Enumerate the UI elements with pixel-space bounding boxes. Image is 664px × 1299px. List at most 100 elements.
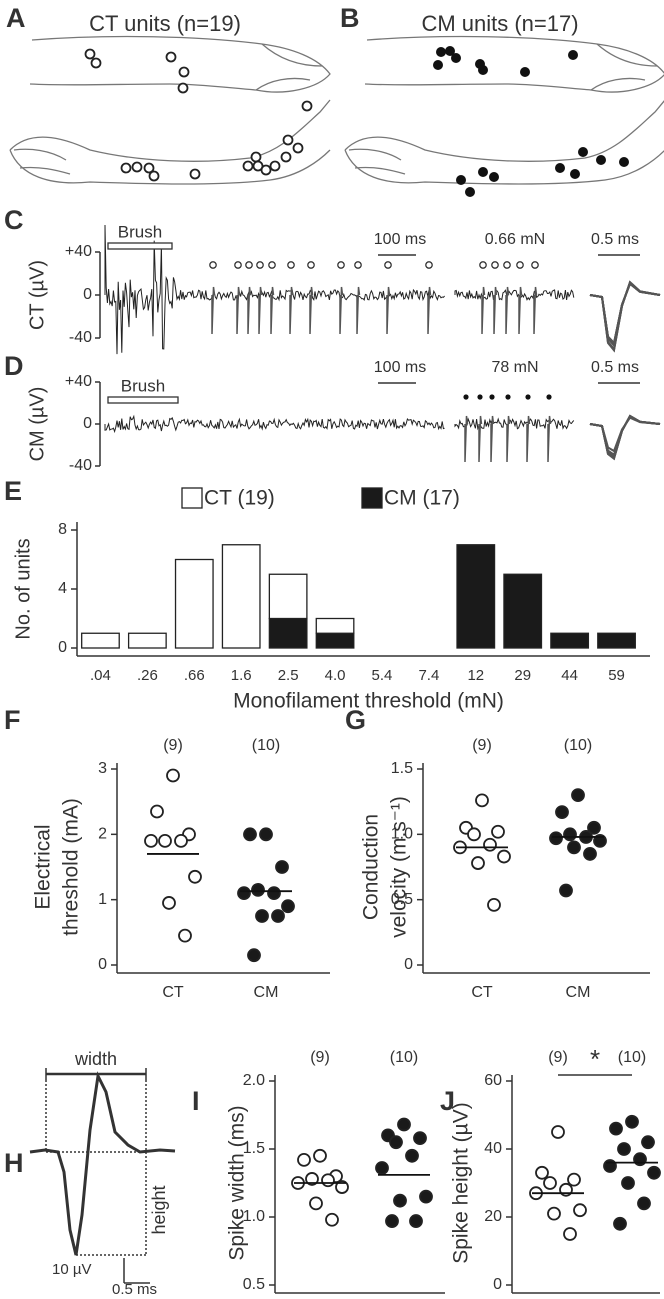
panel-letter: G [345, 705, 366, 735]
scale-label: 0.5 ms [112, 1281, 157, 1298]
spike [258, 286, 263, 335]
bar [550, 632, 590, 649]
spike-marker [425, 261, 433, 269]
y-tick-label: 1 [98, 891, 107, 908]
y-tick-label: 0 [58, 639, 67, 656]
y-tick-label: 3 [98, 760, 107, 777]
data-point [243, 827, 257, 842]
data-point [259, 827, 273, 842]
spike-waveform [29, 1071, 176, 1256]
x-tick-label: .04 [90, 667, 111, 684]
data-point [551, 1125, 565, 1139]
bar [315, 617, 355, 634]
spike-marker [463, 394, 469, 400]
y-tick-label: 0.5 [243, 1276, 265, 1293]
data-point [405, 1148, 419, 1163]
data-point [397, 1117, 411, 1132]
data-point [543, 1176, 557, 1190]
panel-letter: H [4, 1148, 24, 1178]
x-tick-label: 1.6 [231, 667, 252, 684]
y-tick-label: 2.0 [243, 1072, 265, 1089]
cm-receptive-fields [433, 46, 629, 197]
spike-marker [477, 394, 483, 400]
y-tick-label: 1.5 [391, 760, 413, 777]
scale-label: 0.5 ms [591, 359, 639, 376]
group-count: (10) [618, 1049, 646, 1066]
data-point [275, 860, 289, 874]
spike-marker [505, 394, 511, 400]
group-count: (10) [564, 737, 592, 754]
bar [597, 632, 636, 649]
y-tick-label: 1.0 [243, 1208, 265, 1225]
force-label: 0.66 mN [485, 231, 545, 248]
data-point [535, 1165, 549, 1180]
panel-letter: I [192, 1086, 200, 1116]
group-count: (10) [390, 1049, 418, 1066]
spike-marker [531, 261, 539, 269]
x-tick-label: 5.4 [372, 667, 393, 684]
panel-letter: F [4, 705, 21, 735]
data-point [144, 833, 158, 848]
y-tick-label: 2 [98, 826, 107, 843]
x-axis-label: Monofilament threshold (mN) [233, 690, 504, 713]
data-point [467, 827, 481, 842]
data-point [313, 1148, 327, 1163]
y-axis-label: velocity (m.s⁻¹) [388, 796, 411, 938]
scale-label: 100 ms [374, 359, 426, 376]
panel-letter: E [4, 476, 22, 506]
data-point [571, 788, 585, 803]
data-point [419, 1189, 433, 1204]
group-count: (9) [310, 1049, 330, 1066]
spike-marker [307, 261, 315, 269]
y-tick-label: 60 [484, 1072, 502, 1089]
data-point [150, 804, 164, 819]
spike [270, 286, 275, 335]
force-label: 78 mN [491, 359, 538, 376]
data-point [255, 909, 269, 923]
y-axis-label: CM (µV) [26, 387, 48, 462]
x-tick-label: 7.4 [418, 667, 439, 684]
x-tick-label: 59 [608, 667, 625, 684]
spike-marker [209, 261, 217, 269]
data-point [555, 805, 569, 820]
waveform [589, 416, 661, 453]
spike-marker [479, 261, 487, 269]
bar [221, 544, 261, 649]
y-axis-label: CT (µV) [26, 260, 48, 330]
y-tick-label: -40 [69, 329, 92, 346]
panel-letter: A [6, 3, 26, 33]
data-point [321, 1173, 335, 1188]
data-point [251, 882, 265, 897]
data-point [409, 1214, 423, 1228]
brush-label: Brush [118, 222, 162, 241]
legend-label: CM (17) [384, 487, 460, 510]
y-tick-label: 1.5 [243, 1140, 265, 1157]
data-point [587, 820, 601, 835]
y-tick-label: 4 [58, 580, 67, 597]
panel-letter: C [4, 205, 24, 235]
spike [386, 286, 391, 335]
spike-marker [256, 261, 264, 269]
waveform [589, 282, 661, 346]
data-point [297, 1152, 311, 1167]
y-tick-label: 0 [83, 415, 92, 432]
scale-label: 0.5 ms [591, 231, 639, 248]
brush-bar [107, 396, 179, 404]
data-point [637, 1196, 651, 1211]
bar [268, 617, 308, 649]
data-point [625, 1114, 639, 1129]
spike [236, 286, 241, 335]
legend-swatch [361, 487, 383, 509]
spike [518, 286, 523, 335]
scale-label: 100 ms [374, 231, 426, 248]
spike [464, 415, 469, 463]
spike-marker [516, 261, 524, 269]
data-point [305, 1172, 319, 1186]
spike-marker [491, 261, 499, 269]
data-point [413, 1131, 427, 1146]
x-tick-label: .26 [137, 667, 158, 684]
trace [454, 289, 575, 301]
y-tick-label: 1.0 [391, 826, 413, 843]
data-point [563, 827, 577, 842]
